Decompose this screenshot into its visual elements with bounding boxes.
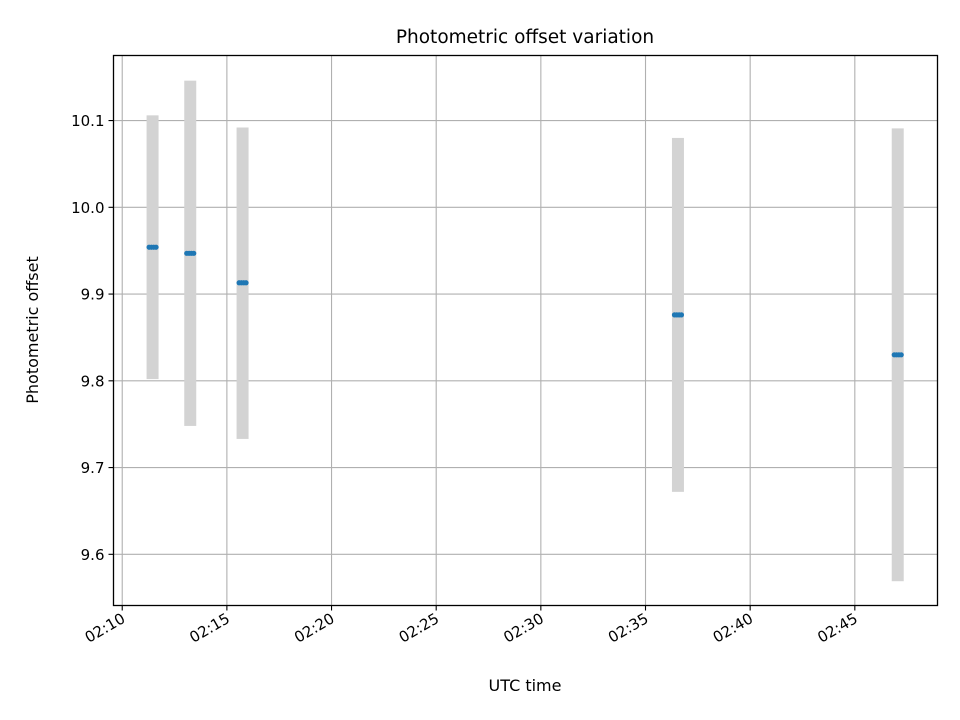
grid [113,55,938,606]
y-tick-label: 9.6 [81,546,105,564]
y-tick-label: 9.9 [81,286,105,304]
y-tick-label: 10.1 [71,112,104,130]
y-tick-label: 10.0 [71,199,104,217]
data-point [243,280,249,286]
y-tick-label: 9.8 [81,372,105,390]
y-tick-label: 9.7 [81,459,105,477]
chart-title: Photometric offset variation [396,27,654,48]
data-point [898,352,904,358]
data-point [153,244,159,250]
data-point [191,250,197,256]
plot-area [113,55,938,606]
plot-frame [112,54,939,607]
x-axis-label: UTC time [489,676,562,695]
y-axis-label: Photometric offset [23,256,42,404]
data-point [678,312,685,318]
data-points [146,244,904,358]
